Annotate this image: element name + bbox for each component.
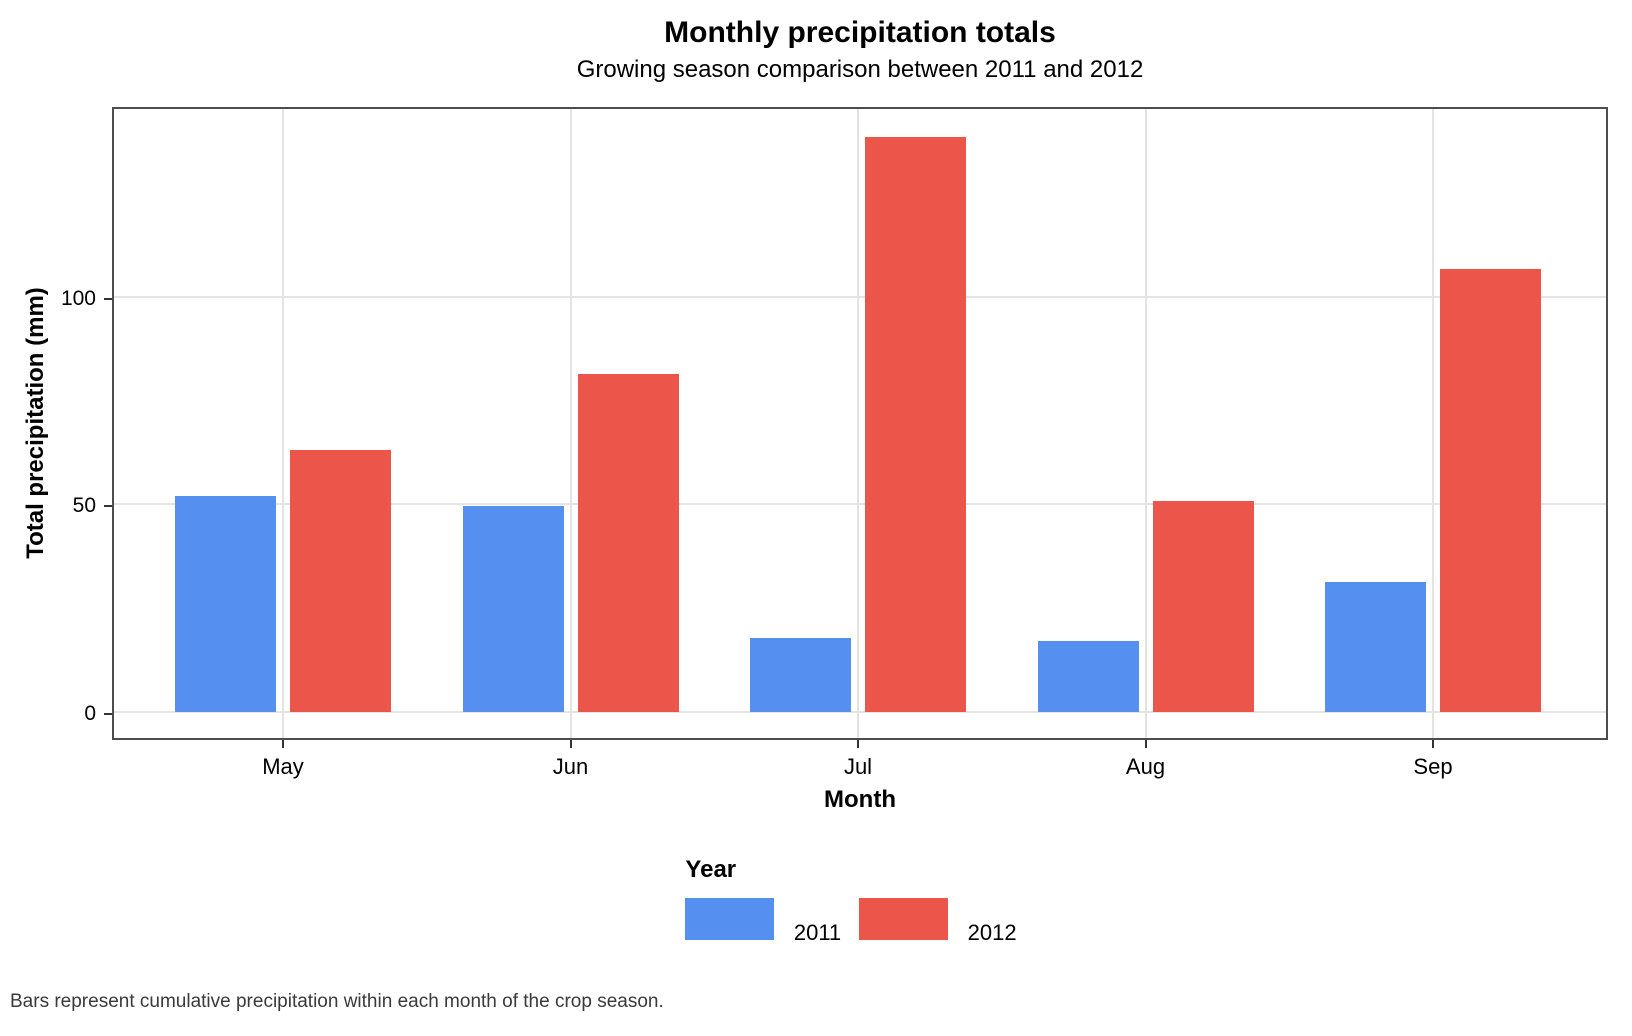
y-axis: 0 50 100 xyxy=(0,107,112,740)
y-tick-label-100: 100 xyxy=(60,286,96,310)
gridline-vertical-Jul xyxy=(857,109,859,738)
y-tick-mark-0 xyxy=(104,713,112,715)
chart-subtitle: Growing season comparison between 2011 a… xyxy=(576,56,1144,83)
x-tick-label-Jul: Jul xyxy=(843,754,873,779)
legend-swatch-2012 xyxy=(859,898,949,940)
legend-item-2011: 2011 xyxy=(685,898,859,946)
bar-2012-Jun xyxy=(577,373,679,712)
gridline-horizontal-0 xyxy=(114,711,1606,713)
x-axis: Month May Jun Jul Aug Sep xyxy=(112,740,1608,820)
x-axis-title: Month xyxy=(824,786,896,813)
bar-2012-Jul xyxy=(865,136,966,712)
bar-2011-Sep xyxy=(1325,581,1426,712)
y-tick-label-0: 0 xyxy=(84,702,96,725)
bar-2011-Jun xyxy=(462,506,564,712)
legend-swatch-2011 xyxy=(685,898,775,940)
gridline-vertical-Jun xyxy=(569,109,572,738)
x-tick-mark-Sep xyxy=(1432,740,1434,748)
y-tick-mark-50 xyxy=(104,505,112,508)
x-tick-mark-Aug xyxy=(1144,740,1147,748)
legend-item-2012: 2012 xyxy=(859,898,1034,946)
x-tick-mark-Jun xyxy=(569,740,572,748)
bar-2011-Jul xyxy=(750,638,851,712)
bar-2012-Sep xyxy=(1440,269,1541,712)
legend-inner: Year 2011 2012 xyxy=(685,856,1034,946)
gridline-vertical-Aug xyxy=(1144,109,1147,738)
gridline-vertical-May xyxy=(282,109,284,738)
bar-2011-May xyxy=(175,496,276,712)
bar-2011-Aug xyxy=(1037,640,1139,712)
x-tick-label-May: May xyxy=(262,754,304,779)
x-tick-mark-Jul xyxy=(857,740,859,748)
y-axis-title: Total precipitation (mm) xyxy=(22,287,49,559)
y-tick-mark-100 xyxy=(104,297,112,300)
legend-label-2011: 2011 xyxy=(793,920,842,945)
x-tick-label-Aug: Aug xyxy=(1125,754,1166,779)
y-tick-label-50: 50 xyxy=(72,494,96,518)
legend-label-2012: 2012 xyxy=(967,920,1017,945)
chart-title: Monthly precipitation totals xyxy=(664,16,1056,49)
legend-items: 2011 2012 xyxy=(685,898,1034,946)
bar-2012-Aug xyxy=(1152,501,1254,712)
x-tick-mark-May xyxy=(282,740,284,748)
x-tick-label-Sep: Sep xyxy=(1413,754,1453,779)
x-tick-label-Jun: Jun xyxy=(552,754,589,779)
legend: Year 2011 2012 xyxy=(112,856,1608,946)
chart-caption: Bars represent cumulative precipitation … xyxy=(10,991,664,1012)
gridline-horizontal-50 xyxy=(114,503,1606,506)
gridline-horizontal-100 xyxy=(114,295,1606,298)
legend-title: Year xyxy=(685,856,737,883)
plot-panel xyxy=(112,107,1608,740)
gridline-vertical-Sep xyxy=(1432,109,1434,738)
bar-2012-May xyxy=(290,450,391,712)
